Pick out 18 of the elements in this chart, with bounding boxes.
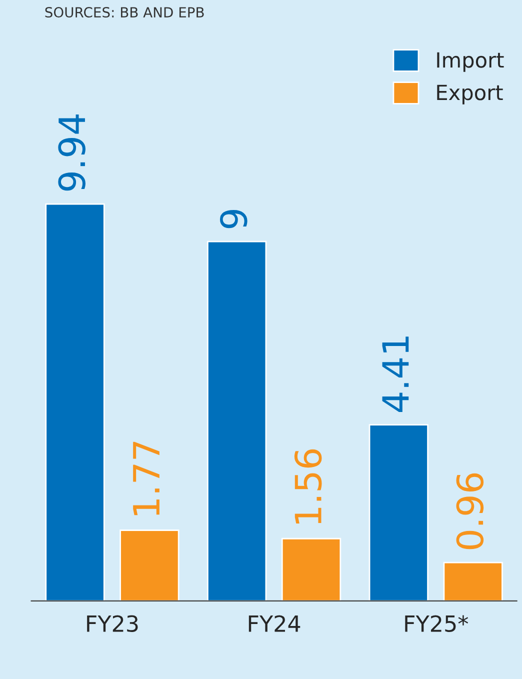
bar xyxy=(281,538,342,601)
data-label: 9.94 xyxy=(58,114,86,191)
bar xyxy=(368,424,428,601)
legend-label: Import xyxy=(437,52,504,72)
data-label: 9 xyxy=(220,210,248,228)
x-tick-label: FY23 xyxy=(87,615,138,632)
bar xyxy=(443,562,503,601)
bar xyxy=(45,203,105,601)
data-label: 0.96 xyxy=(456,473,484,550)
x-tick-label: FY25* xyxy=(405,615,468,632)
data-label: 1.77 xyxy=(133,442,160,516)
source-note: SOURCES: BB AND EPB xyxy=(45,7,204,18)
bar xyxy=(120,530,180,601)
data-label: 1.56 xyxy=(294,449,322,524)
legend-label: Export xyxy=(437,84,503,104)
data-label: 4.41 xyxy=(382,336,409,412)
bar xyxy=(207,240,267,601)
x-tick-label: FY24 xyxy=(248,615,300,632)
